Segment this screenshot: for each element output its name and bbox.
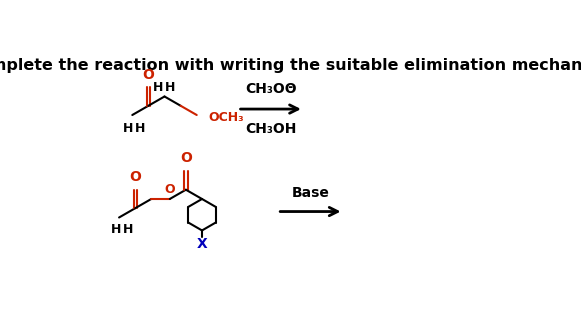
Text: H: H	[123, 223, 134, 236]
Text: O: O	[180, 151, 192, 165]
Text: Base: Base	[292, 186, 329, 200]
Text: O: O	[164, 183, 175, 196]
Text: H: H	[153, 81, 164, 94]
Text: H: H	[165, 81, 175, 94]
Text: CH₃OH: CH₃OH	[245, 122, 296, 136]
Text: H: H	[111, 223, 121, 236]
Text: X: X	[196, 237, 207, 251]
Text: H: H	[135, 122, 145, 135]
Text: O: O	[129, 170, 141, 184]
Text: OCH₃: OCH₃	[209, 111, 244, 124]
Text: O: O	[142, 68, 155, 82]
Text: Complete the reaction with writing the suitable elimination mechanism: Complete the reaction with writing the s…	[0, 58, 581, 73]
Text: H: H	[123, 122, 134, 135]
Text: CH₃OΘ: CH₃OΘ	[245, 82, 296, 96]
